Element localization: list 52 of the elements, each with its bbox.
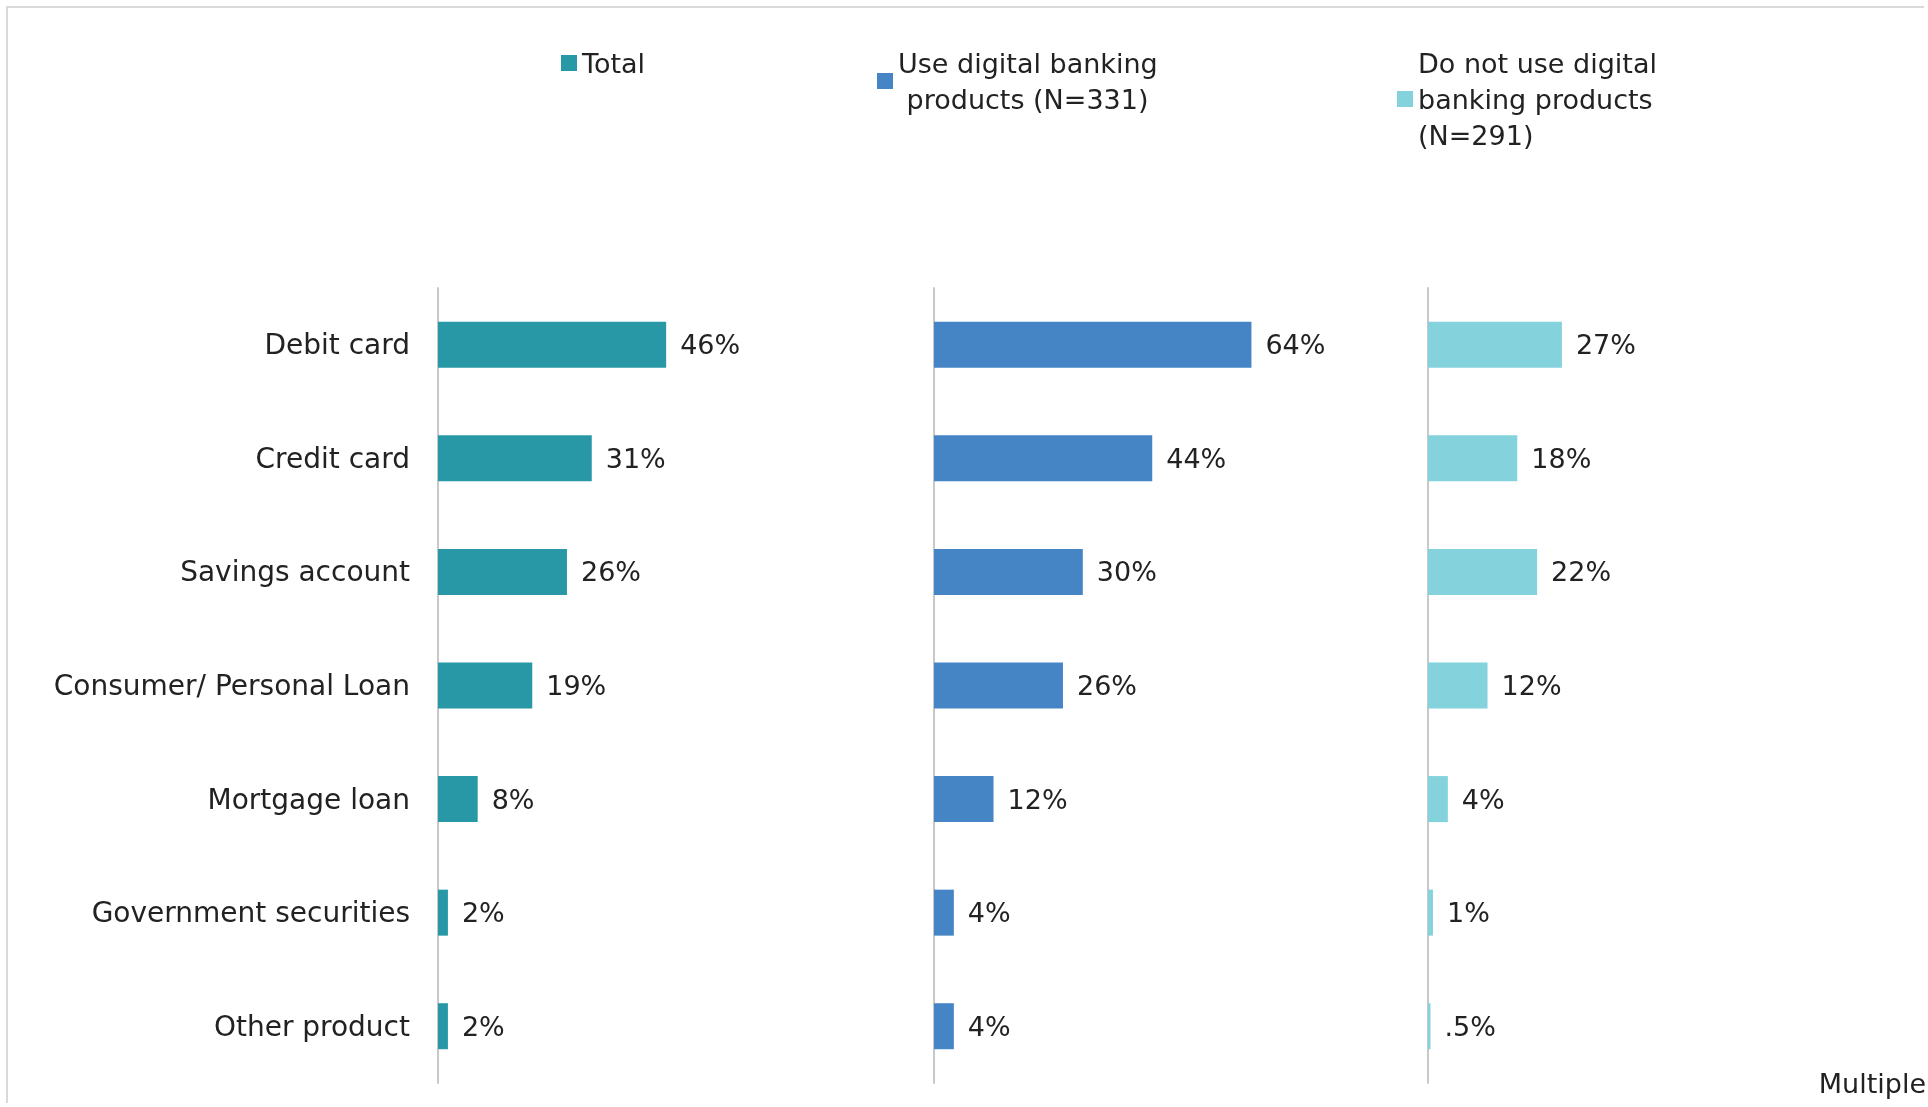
bar	[438, 435, 592, 482]
data-label: 12%	[1501, 670, 1562, 701]
data-label: 18%	[1531, 442, 1592, 474]
y-tick-label: Government securities	[91, 896, 410, 930]
bar	[934, 548, 1083, 595]
bar	[438, 548, 567, 595]
bar	[1428, 662, 1488, 709]
bar	[438, 662, 533, 709]
data-label: 19%	[546, 670, 607, 701]
bar	[934, 435, 1153, 482]
bar	[1428, 548, 1538, 595]
data-label: 44%	[1166, 442, 1227, 474]
bar	[438, 889, 448, 936]
data-label: 46%	[680, 329, 741, 361]
y-tick-label: Savings account	[180, 555, 411, 589]
bar	[1428, 321, 1562, 368]
data-label: 64%	[1265, 329, 1326, 361]
data-label: 26%	[580, 556, 641, 588]
data-label: 1%	[1446, 897, 1490, 929]
legend-label: Do not use digital banking products (N=291)	[1418, 47, 1666, 151]
bar	[934, 321, 1252, 368]
data-label: 12%	[1007, 783, 1068, 815]
bar	[438, 776, 478, 823]
text: Multiple	[1818, 1068, 1926, 1099]
data-label: 8%	[491, 783, 535, 815]
bar	[1428, 435, 1518, 482]
bar	[934, 1003, 954, 1050]
bar	[438, 1003, 448, 1050]
y-tick-label: Mortgage loan	[207, 782, 410, 816]
data-label: 22%	[1551, 556, 1612, 588]
bar	[1428, 776, 1448, 823]
data-label: 26%	[1076, 670, 1137, 701]
data-label: 4%	[967, 1010, 1011, 1042]
data-label: 4%	[967, 897, 1011, 929]
bar	[934, 662, 1063, 709]
y-tick-label: Debit card	[264, 328, 410, 362]
data-label: .5%	[1444, 1010, 1496, 1042]
bar	[934, 889, 954, 936]
bar	[934, 776, 994, 823]
bar	[438, 321, 667, 368]
bar	[1428, 889, 1433, 936]
data-label: 30%	[1096, 556, 1157, 588]
data-label: 31%	[605, 442, 666, 474]
y-tick-label: Credit card	[255, 441, 410, 475]
legend-label: Total	[581, 47, 646, 79]
y-tick-label: Other product	[213, 1009, 411, 1043]
data-label: 2%	[461, 1010, 505, 1042]
y-tick-label: Consumer/ Personal Loan	[53, 669, 410, 702]
data-label: 2%	[461, 897, 505, 929]
legend-label: Use digital banking products (N=331)	[898, 47, 1158, 115]
data-label: 27%	[1575, 329, 1636, 361]
data-label: 4%	[1461, 783, 1505, 815]
